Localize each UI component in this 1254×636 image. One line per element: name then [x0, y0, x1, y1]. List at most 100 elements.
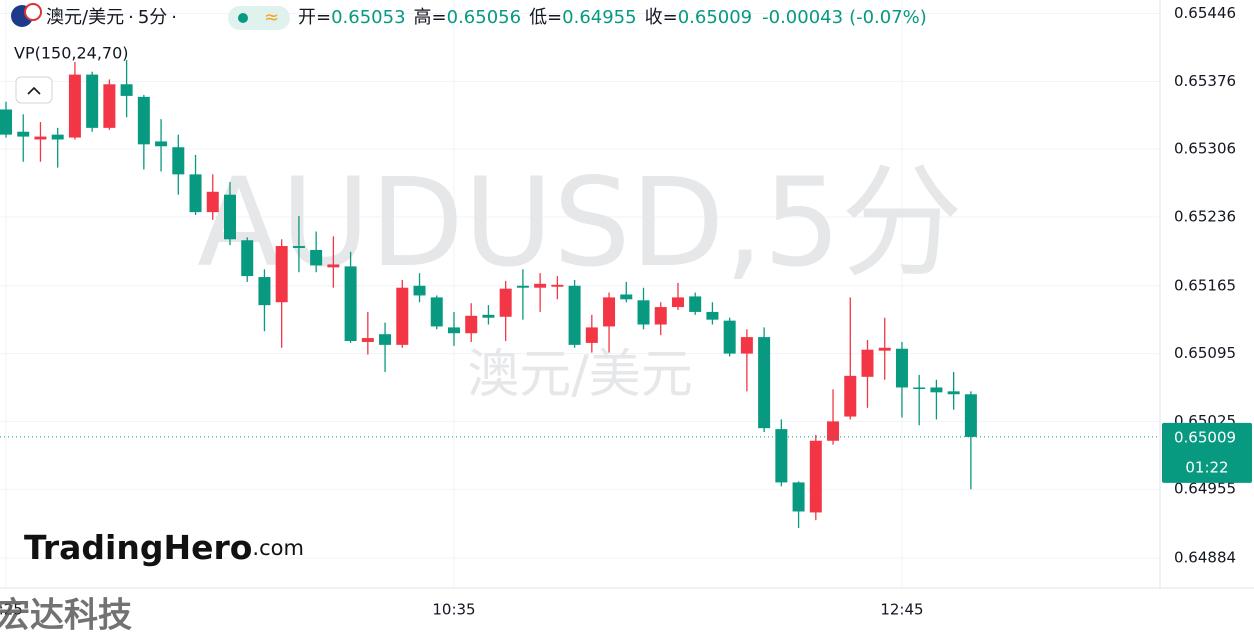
symbol: 澳元/美元 · 5分 · [46, 7, 177, 28]
candle-body [241, 240, 254, 277]
candle-body [120, 84, 133, 96]
candle-body [258, 277, 271, 306]
candle-body [844, 375, 857, 417]
candle-body [482, 314, 495, 318]
candle-body [809, 440, 822, 513]
last-price-box [1162, 422, 1252, 483]
x-tick-label: 12:45 [880, 601, 923, 619]
x-tick-label: 8:25 [0, 601, 23, 619]
status-icon: ≈ [264, 7, 279, 28]
y-tick-label: 0.65095 [1174, 344, 1236, 362]
chevron [27, 86, 41, 95]
logo-suffix: .com [252, 536, 304, 560]
candle-body [172, 147, 185, 175]
candle-body [137, 96, 150, 145]
change: -0.00043 [762, 7, 843, 28]
low-label: 低= [529, 7, 562, 28]
candle-body [206, 191, 219, 213]
candle-body [189, 174, 202, 213]
x-tick-label: 10:35 [432, 601, 475, 619]
header: 澳元/美元 · 5分 · ≈ 开=0.65053 高=0.65056 低=0.64955 收… [11, 3, 927, 104]
y-tick-label: 0.65236 [1174, 207, 1236, 225]
y-tick-label: 0.64955 [1174, 480, 1236, 498]
candle-body [68, 74, 81, 138]
logo: TradingHero.com [24, 528, 304, 567]
collapse-button[interactable] [15, 76, 53, 104]
status-dot [238, 13, 248, 23]
candle-body [551, 284, 564, 287]
watermark: AUDUSD,5分 [197, 152, 963, 294]
candle-body [913, 387, 926, 389]
candle-body [516, 285, 529, 288]
grid [0, 0, 1160, 588]
candle-body [740, 337, 753, 354]
y-tick-label: 0.65446 [1174, 4, 1236, 22]
candle-body [465, 315, 478, 334]
candle-body [568, 285, 581, 345]
candle-body [361, 338, 374, 342]
candle-body [292, 246, 305, 248]
watermark-sub: 澳元/美元 [467, 345, 693, 405]
status-pill[interactable] [228, 6, 290, 30]
candle-body [671, 297, 684, 308]
candle-body [758, 337, 771, 429]
candle-body [654, 307, 667, 325]
symbol-name: 澳元/美元 [46, 7, 124, 28]
candle-body [155, 141, 168, 147]
indicator: VP(150,24,70) [14, 44, 129, 63]
axes: 0.648840.649550.650250.650950.651650.652… [0, 4, 1252, 619]
candle-body [344, 266, 357, 341]
candle-body [17, 131, 30, 137]
flag-us [24, 3, 42, 21]
candle-body [499, 288, 512, 317]
change-percent: (-0.07%) [849, 7, 927, 28]
high-label: 高= [414, 7, 447, 28]
candle-body [878, 347, 891, 351]
ohlc-legend: 开=0.65053 高=0.65056 低=0.64955 收=0.65009 -0.0… [298, 7, 927, 28]
candle-body [706, 311, 719, 320]
candle-body [430, 297, 443, 327]
candle-body [51, 134, 64, 140]
close-value: 0.65009 [678, 7, 752, 28]
low-value: 0.64955 [562, 7, 636, 28]
candle-body [689, 296, 702, 312]
candle-body [723, 320, 736, 354]
close-label: 收= [645, 7, 678, 28]
candle-body [775, 429, 788, 483]
candles [0, 60, 1160, 528]
interval: 5分 [138, 7, 167, 28]
candle-body [86, 74, 99, 128]
candle-body [861, 349, 874, 377]
y-tick-label: 0.65306 [1174, 140, 1236, 158]
last-price-label: 0.65009 [1174, 428, 1236, 446]
candle-body [947, 391, 960, 395]
y-tick-label: 0.65376 [1174, 72, 1236, 90]
candle-body [895, 348, 908, 388]
candle-body [637, 300, 650, 325]
sep: · [171, 7, 177, 28]
candle-body [792, 482, 805, 512]
candle-body [620, 294, 633, 300]
candle-body [0, 109, 12, 135]
open-label: 开= [298, 7, 331, 28]
logo-main: TradingHero [24, 528, 252, 567]
high-value: 0.65056 [447, 7, 521, 28]
candle-body [379, 334, 392, 345]
candle-body [223, 194, 236, 240]
candle-body [103, 84, 116, 128]
candle-body [310, 249, 323, 266]
candle-body [964, 394, 977, 437]
corner-watermark: 宏达科技 [0, 596, 132, 636]
candle-body [603, 297, 616, 327]
candle-body [827, 421, 840, 441]
countdown: 01:22 [1185, 458, 1228, 476]
open-value: 0.65053 [331, 7, 405, 28]
candle-body [413, 285, 426, 296]
candle-body [34, 136, 47, 140]
y-tick-label: 0.64884 [1174, 548, 1236, 566]
candle-body [534, 283, 547, 288]
sep: · [128, 7, 134, 28]
candle-body [396, 287, 409, 345]
